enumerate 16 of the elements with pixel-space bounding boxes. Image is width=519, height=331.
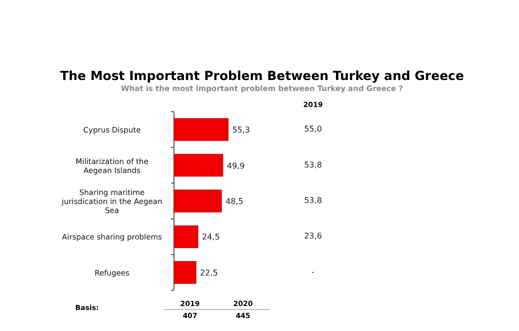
text: 55,0 (304, 124, 322, 134)
text: The Most Important Problem Between Turkey and Greece (60, 68, 464, 83)
data-label: 22,5 (200, 268, 218, 278)
data-label: 49,9 (226, 161, 245, 170)
text: 53,8 (304, 160, 322, 170)
data-label: 55,3 (232, 126, 250, 135)
bar (174, 154, 224, 177)
bar (174, 190, 222, 212)
data-label: 48,5 (226, 197, 244, 206)
text: - (312, 267, 315, 276)
text: 53,8 (304, 196, 322, 205)
text: 23,6 (304, 232, 322, 241)
bar (174, 261, 196, 284)
bar (174, 118, 228, 141)
data-label: 24,5 (202, 232, 220, 242)
bar (174, 225, 198, 248)
